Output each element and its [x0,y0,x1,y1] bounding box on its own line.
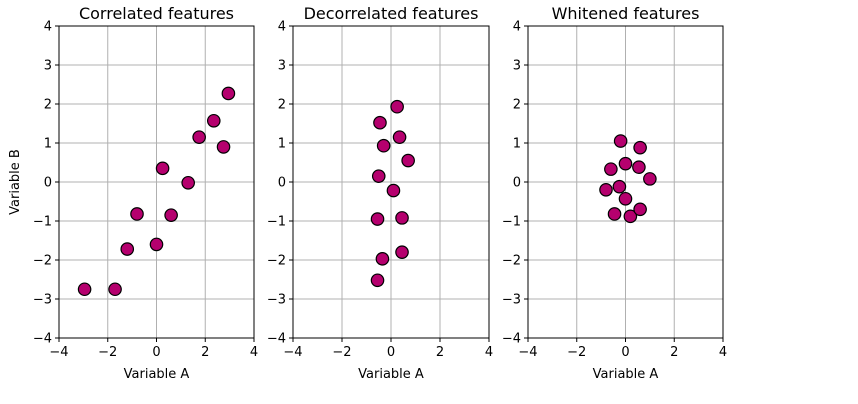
data-point [221,86,236,101]
y-tick-label: −1 [33,215,52,230]
data-point [401,153,415,168]
y-tick-label: −2 [502,254,521,269]
y-tick-label: 4 [278,20,286,35]
y-tick-label: 1 [513,137,521,152]
x-tick-label: −2 [332,345,351,360]
data-point [395,245,409,259]
data-point [206,113,221,128]
data-point [373,115,387,130]
data-point [370,212,385,226]
x-axis-label: Variable A [358,367,424,382]
y-tick-label: 1 [278,137,286,152]
data-point [376,138,391,153]
y-tick-label: −1 [267,215,286,230]
data-point [390,99,404,114]
x-tick-label: 0 [621,345,629,360]
data-point [633,202,647,217]
x-tick-label: −2 [567,345,586,360]
data-point [618,156,633,171]
y-tick-label: −4 [502,332,521,347]
y-tick-label: 3 [513,59,521,74]
x-tick-label: −4 [518,345,537,360]
data-point [386,183,401,198]
x-tick-label: −4 [49,345,68,360]
y-tick-label: 4 [513,20,521,35]
x-tick-label: −2 [98,345,117,360]
chart-panel-2: −4 −2 0 2 4 −4 −3 −2 −1 0 1 2 3 4 Decorrelated feature… [267,4,493,382]
x-tick-label: 2 [201,345,209,360]
y-tick-label: 1 [44,137,52,152]
chart-title: Correlated features [79,4,234,23]
y-axis-label: Variable B [8,149,23,215]
data-point [613,134,628,148]
data-point [216,140,231,154]
y-tick-label: −2 [267,254,286,269]
x-tick-label: 0 [152,345,160,360]
data-point [130,207,144,221]
data-point [392,130,407,144]
x-tick-label: 2 [436,345,444,360]
data-point [371,169,386,183]
data-point [618,191,633,206]
y-tick-label: −2 [33,254,52,269]
data-point [120,242,135,256]
y-tick-label: −4 [267,332,286,347]
x-tick-label: 0 [387,345,395,360]
data-point [375,252,390,266]
data-point [155,161,170,176]
y-tick-label: 3 [278,59,286,74]
data-point [623,209,638,224]
x-axis-label: Variable A [124,367,190,382]
data-point [192,130,206,144]
y-tick-label: −3 [267,293,286,308]
y-tick-label: 4 [44,20,52,35]
x-tick-label: 4 [485,345,493,360]
y-tick-label: 0 [513,176,521,191]
data-point [633,140,647,155]
data-point [395,211,409,225]
y-tick-label: 2 [278,98,286,113]
data-point [612,179,627,194]
x-tick-label: 4 [719,345,727,360]
y-tick-label: −3 [502,293,521,308]
y-tick-label: 3 [44,59,52,74]
data-point [599,183,613,197]
data-point [604,162,618,176]
x-tick-label: 4 [250,345,258,360]
data-point [370,273,385,288]
data-point [149,237,164,252]
chart-title: Decorrelated features [304,4,479,23]
y-tick-label: 0 [44,176,52,191]
data-point [181,175,195,190]
data-point [643,172,657,186]
data-point [108,282,122,297]
y-tick-label: −1 [502,215,521,230]
y-tick-label: 2 [44,98,52,113]
data-point [607,207,622,221]
data-point [164,208,178,222]
y-tick-label: −4 [33,332,52,347]
x-tick-label: −4 [283,345,302,360]
chart-title: Whitened features [552,4,700,23]
x-axis-label: Variable A [593,367,659,382]
y-tick-label: 0 [278,176,286,191]
y-tick-label: −3 [33,293,52,308]
chart-panel-3: −4 −2 0 2 4 −4 −3 −2 −1 0 1 2 3 4 Whitened features Var… [502,4,727,382]
data-point [77,282,92,297]
chart-panel-1: −4 −2 0 2 4 −4 −3 −2 −1 0 1 2 3 4 Correlated features V… [8,4,258,382]
y-tick-label: 2 [513,98,521,113]
data-point [632,160,646,174]
x-tick-label: 2 [670,345,678,360]
